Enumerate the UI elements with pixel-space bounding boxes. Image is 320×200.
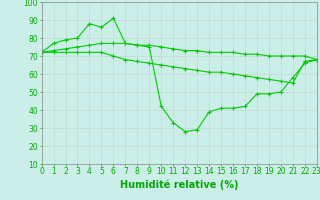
X-axis label: Humidité relative (%): Humidité relative (%): [120, 179, 238, 190]
